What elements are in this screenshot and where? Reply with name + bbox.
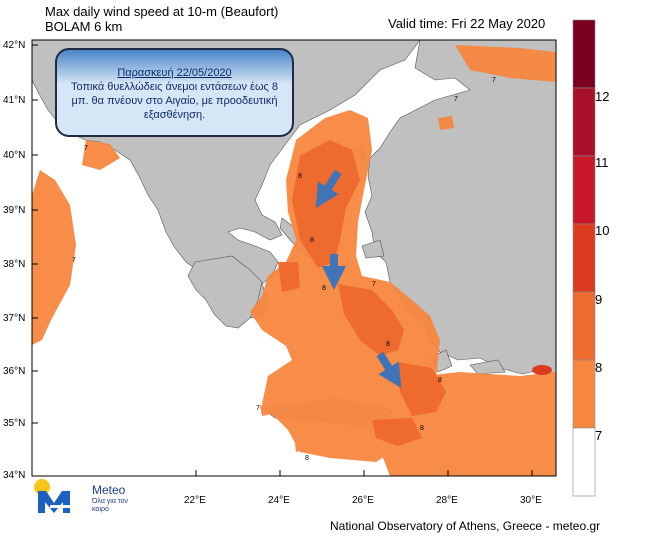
lat-label: 36°N [3, 366, 25, 377]
lat-label: 39°N [3, 205, 25, 216]
colorbar-step [572, 359, 596, 429]
meteo-logo: Meteo Όλα για τον καιρό [32, 477, 142, 517]
lat-label: 34°N [3, 470, 25, 481]
contour-label: 7 [372, 281, 376, 288]
colorbar-step [572, 19, 596, 89]
title-line-1: Max daily wind speed at 10-m (Beaufort) [45, 4, 279, 19]
meteo-logo-icon [34, 479, 72, 513]
colorbar-step [572, 427, 596, 497]
contour-label: 8 [386, 341, 390, 348]
contour-label: 8 [420, 425, 424, 432]
callout-date: Παρασκευή 22/05/2020 [117, 67, 232, 79]
land-peloponnese [187, 255, 263, 329]
colorbar-step [572, 87, 596, 157]
wind-bft9-spot [532, 365, 552, 375]
map-frame [31, 39, 557, 477]
map-title: Max daily wind speed at 10-m (Beaufort) … [45, 4, 278, 34]
contour-label: 7 [492, 77, 496, 84]
colorbar-step [572, 155, 596, 225]
colorbar-step [572, 291, 596, 361]
arrow-north-aegean [315, 169, 342, 209]
colorbar-label: 10 [595, 223, 610, 238]
footer-credit: National Observatory of Athens, Greece -… [330, 519, 601, 533]
contour-label: 7 [256, 405, 260, 412]
colorbar-label: 8 [595, 360, 603, 375]
callout-message: Τοπικά θυελλώδεις άνεμοι εντάσεων έως 8 … [70, 81, 279, 121]
contour-label: 8 [310, 237, 314, 244]
contour-label: 7 [72, 257, 76, 264]
contour-label: 8 [438, 377, 442, 384]
contour-label: 8 [298, 173, 302, 180]
lat-label: 35°N [3, 418, 25, 429]
valid-time: Valid time: Fri 22 May 2020 [388, 16, 546, 31]
lat-label: 38°N [3, 259, 25, 270]
title-line-2: BOLAM 6 km [45, 19, 123, 34]
contour-label: 7 [454, 96, 458, 103]
lon-label: 30°E [520, 495, 542, 506]
lon-label: 22°E [184, 495, 206, 506]
lat-label: 37°N [3, 313, 25, 324]
logo-wordmark: Meteo [92, 483, 126, 497]
lat-label: 40°N [3, 150, 25, 161]
lat-label: 41°N [3, 95, 25, 106]
colorbar [572, 19, 596, 497]
arrow-south-aegean [376, 351, 402, 389]
colorbar-label: 11 [595, 155, 609, 170]
colorbar-label: 9 [595, 292, 603, 307]
contour-label: 8 [322, 285, 326, 292]
contour-label: 8 [305, 455, 309, 462]
lon-label: 26°E [352, 495, 374, 506]
forecast-callout: Παρασκευή 22/05/2020 Τοπικά θυελλώδεις ά… [55, 48, 294, 137]
lat-label: 42°N [3, 40, 25, 51]
wind-direction-arrows [315, 169, 402, 389]
lon-label: 28°E [436, 495, 458, 506]
logo-slogan: Όλα για τον καιρό [92, 498, 128, 513]
colorbar-label: 7 [595, 428, 603, 443]
colorbar-label: 12 [595, 89, 610, 104]
contour-label: 7 [84, 145, 88, 152]
lon-label: 24°E [268, 495, 290, 506]
colorbar-step [572, 223, 596, 293]
